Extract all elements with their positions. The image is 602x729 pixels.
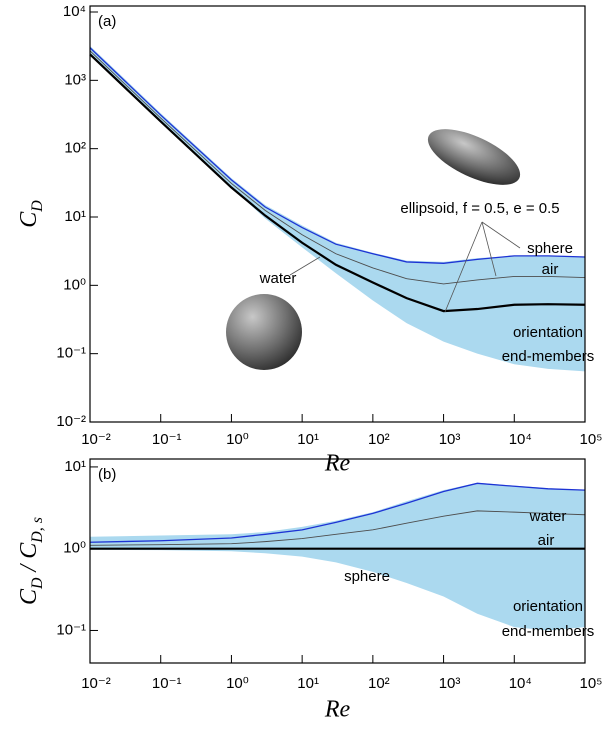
y-label-part: C [16, 588, 42, 605]
band-label: orientation [513, 324, 583, 341]
series-line [89, 47, 586, 264]
x-tick-label: 10² [368, 675, 390, 692]
series-line [89, 53, 586, 313]
x-tick-label: 10² [368, 431, 390, 448]
x-tick-label: 10⁰ [226, 675, 249, 692]
y-tick-label: 10¹ [64, 458, 86, 475]
curve-label: water [529, 508, 567, 525]
panel: orientation end-members sphere air water 10⁻²… [16, 458, 602, 723]
end-member-band [90, 45, 585, 372]
y-tick-label: 10⁰ [63, 540, 86, 557]
y-label-part: D [29, 577, 46, 590]
y-tick-label: 10¹ [64, 208, 86, 225]
y-label-part: / C [16, 542, 42, 578]
band-label: end-members [502, 623, 595, 640]
y-tick-label: 10⁻¹ [56, 621, 86, 638]
series-line [89, 482, 586, 543]
curve-label: air [542, 261, 559, 278]
x-tick-label: 10⁻² [81, 431, 111, 448]
band-label: end-members [502, 348, 595, 365]
x-tick-label: 10⁵ [580, 431, 602, 448]
y-tick-label: 10⁰ [63, 276, 86, 293]
leader-line [444, 221, 483, 313]
x-axis-label: Re [324, 451, 351, 477]
x-tick-label: 10³ [439, 675, 461, 692]
leaders [289, 221, 521, 313]
leader-line [481, 221, 497, 277]
leader-line [289, 256, 321, 276]
x-tick-label: 10⁻¹ [152, 675, 182, 692]
x-tick-label: 10⁴ [509, 431, 532, 448]
series-line [89, 510, 586, 546]
end-member-band [90, 482, 585, 631]
x-tick-label: 10⁵ [580, 675, 602, 692]
y-tick-label: 10² [64, 140, 86, 157]
curve-label: water [259, 270, 297, 287]
x-tick-label: 10⁻² [81, 675, 111, 692]
leader-line [481, 221, 521, 249]
plot-frame [89, 5, 586, 423]
plot-frame [89, 458, 586, 664]
x-tick-label: 10¹ [297, 431, 319, 448]
curve-label: sphere [344, 568, 390, 585]
curve-label: air [538, 532, 555, 549]
x-tick-label: 10³ [439, 431, 461, 448]
panel: orientation end-members water air sphere 10⁻²… [16, 3, 602, 477]
y-label-part: D, s [29, 517, 46, 544]
x-tick-label: 10⁻¹ [152, 431, 182, 448]
y-tick-label: 10⁻² [56, 413, 86, 430]
y-tick-label: 10⁻¹ [56, 345, 86, 362]
x-tick-label: 10¹ [297, 675, 319, 692]
y-tick-label: 10³ [64, 71, 86, 88]
x-tick-label: 10⁴ [509, 675, 532, 692]
panel-label: (a) [98, 13, 116, 30]
annotation: ellipsoid, f = 0.5, e = 0.5 [400, 200, 559, 217]
ellipsoid-icon [427, 129, 521, 185]
y-label-part: D [29, 200, 46, 213]
y-tick-label: 10⁴ [63, 3, 86, 20]
curve-label: sphere [527, 240, 573, 257]
y-axis-label: CD / CD, s [16, 517, 47, 605]
band-label: orientation [513, 598, 583, 615]
y-axis-label: CD [16, 200, 47, 228]
x-tick-label: 10⁰ [226, 431, 249, 448]
panel-label: (b) [98, 466, 116, 483]
y-label-part: C [16, 211, 42, 228]
x-axis-label: Re [324, 697, 351, 723]
sphere-icon [226, 294, 302, 370]
series-line [89, 50, 586, 285]
